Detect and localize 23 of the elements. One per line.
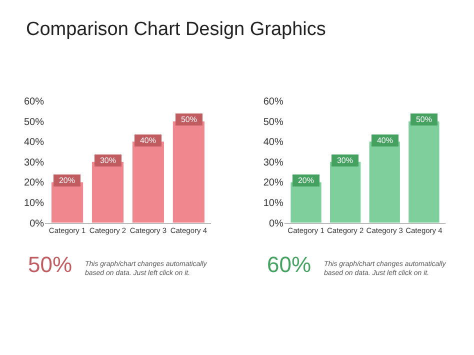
data-label: 30% bbox=[100, 156, 116, 165]
data-label: 50% bbox=[416, 115, 432, 124]
data-label: 30% bbox=[336, 156, 354, 165]
data-label: 20% bbox=[58, 176, 76, 185]
data-label: 50% bbox=[180, 115, 198, 124]
y-tick-label: 20% bbox=[24, 178, 44, 189]
y-tick-label: 60% bbox=[263, 96, 284, 108]
y-tick-label: 50% bbox=[24, 116, 44, 128]
data-label: 40% bbox=[376, 136, 394, 145]
data-label: 40% bbox=[140, 136, 156, 145]
y-tick-label: 10% bbox=[24, 198, 44, 210]
data-label: 20% bbox=[298, 176, 314, 185]
y-tick-label: 60% bbox=[24, 96, 44, 108]
chart-title: Comparison Chart Design Graphics bbox=[26, 19, 326, 40]
y-tick-label: 0% bbox=[30, 218, 44, 230]
y-tick-label: 40% bbox=[263, 137, 284, 148]
y-tick-label: 20% bbox=[263, 178, 284, 189]
y-tick-label: 0% bbox=[268, 218, 284, 230]
y-tick-label: 30% bbox=[24, 157, 44, 168]
y-tick-label: 50% bbox=[263, 116, 284, 128]
y-tick-label: 30% bbox=[263, 157, 284, 168]
y-tick-label: 10% bbox=[263, 198, 284, 210]
y-tick-label: 40% bbox=[24, 137, 44, 148]
